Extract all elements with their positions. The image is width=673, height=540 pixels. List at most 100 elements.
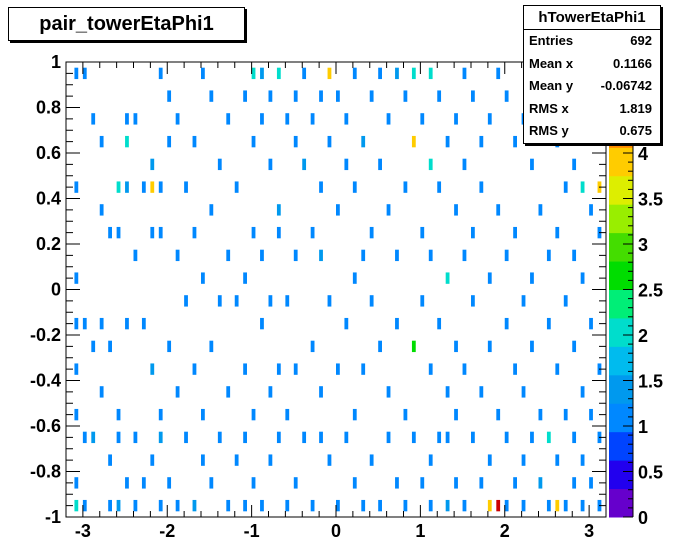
heatmap-cell — [428, 454, 433, 466]
heatmap-cell — [521, 386, 526, 398]
stats-value: 0.1166 — [612, 55, 652, 71]
heatmap-cell — [175, 386, 180, 398]
heatmap-cell — [175, 249, 180, 262]
heatmap-cell — [344, 317, 349, 330]
x-tick-label: 3 — [584, 521, 594, 540]
heatmap-cell — [91, 431, 96, 444]
heatmap-cell — [555, 363, 560, 375]
heatmap-cell — [521, 295, 526, 307]
stats-label: Mean y — [529, 78, 574, 93]
heatmap-cell — [251, 226, 256, 239]
heatmap-cell — [319, 181, 323, 193]
heatmap-cell — [589, 477, 593, 489]
heatmap-cell — [378, 158, 382, 171]
heatmap-cell — [336, 204, 340, 216]
heatmap-cell — [462, 363, 467, 375]
heatmap-cell — [234, 454, 239, 466]
y-tick-label: -0.8 — [30, 462, 61, 482]
heatmap-cell — [513, 135, 517, 148]
heatmap-cell — [251, 67, 256, 80]
heatmap-cell — [521, 454, 526, 466]
heatmap-cell — [234, 181, 239, 193]
heatmap-cell — [555, 226, 560, 239]
heatmap-cell — [116, 408, 121, 421]
z-axis: 00.511.522.533.545 — [623, 53, 663, 528]
y-tick-label: -0.2 — [30, 325, 61, 345]
heatmap-cell — [82, 431, 87, 444]
heatmap-cell — [344, 113, 349, 125]
heatmap-cell — [437, 431, 442, 444]
heatmap-cell — [310, 113, 315, 125]
y-tick-label: 0 — [51, 280, 61, 300]
heatmap-cell — [471, 431, 475, 444]
heatmap-cell — [133, 113, 138, 125]
heatmap-cell — [108, 499, 112, 512]
palette-swatch — [609, 261, 633, 290]
heatmap-cell — [319, 90, 323, 102]
heatmap-cell — [192, 226, 197, 239]
heatmap-cell — [336, 90, 340, 102]
heatmap-cell — [268, 386, 273, 398]
heatmap-cell — [530, 340, 534, 353]
heatmap-cell — [411, 67, 416, 80]
palette-swatch — [609, 232, 633, 262]
heatmap-cell — [504, 90, 509, 102]
heatmap-cell — [310, 499, 315, 512]
heatmap-cell — [580, 499, 585, 512]
heatmap-cell — [521, 499, 526, 512]
y-tick-label: 0.8 — [36, 98, 61, 118]
heatmap-cell — [99, 317, 104, 330]
heatmap-cell — [74, 317, 79, 330]
heatmap-cell — [116, 226, 121, 239]
heatmap-cell — [260, 67, 264, 80]
heatmap-cell — [133, 499, 138, 512]
heatmap-cell — [260, 317, 264, 330]
heatmap-cell — [471, 295, 475, 307]
stats-box: hTowerEtaPhi1 Entries 692 Mean x 0.1166 … — [523, 5, 661, 144]
heatmap-cell — [369, 295, 374, 307]
heatmap-cell — [530, 158, 534, 171]
heatmap-cell — [563, 181, 568, 193]
heatmap-cell — [572, 477, 577, 489]
heatmap-cell — [192, 135, 197, 148]
heatmap-cell — [293, 249, 298, 262]
heatmap-cell — [386, 204, 391, 216]
heatmap-cell — [487, 499, 492, 512]
z-tick-label: 2 — [638, 326, 648, 346]
heatmap-cell — [327, 135, 332, 148]
stats-label: Entries — [529, 33, 574, 48]
heatmap-cell — [420, 295, 425, 307]
y-tick-label: 1 — [51, 52, 61, 72]
heatmap-cell — [217, 431, 222, 444]
heatmap-cell — [91, 340, 96, 353]
heatmap-cell — [538, 408, 543, 421]
heatmap-cell — [141, 477, 146, 489]
heatmap-cell — [276, 431, 281, 444]
z-tick-label: 2.5 — [638, 281, 663, 301]
y-tick-label: -0.6 — [30, 416, 61, 436]
heatmap-cell — [201, 454, 205, 466]
heatmap-cell — [530, 272, 534, 284]
heatmap-cell — [563, 295, 568, 307]
heatmap-cell — [276, 363, 281, 375]
heatmap-cell — [150, 226, 155, 239]
heatmap-cell — [167, 135, 172, 148]
heatmap-cell — [352, 272, 357, 284]
heatmap-cell — [302, 431, 307, 444]
palette-swatch — [609, 346, 633, 376]
heatmap-cell — [99, 135, 104, 148]
heatmap-cell — [445, 386, 450, 398]
heatmap-cell — [327, 67, 332, 80]
heatmap-cell — [268, 295, 273, 307]
heatmap-cell — [74, 363, 79, 375]
z-tick-label: 1.5 — [638, 372, 663, 392]
heatmap-cell — [91, 113, 96, 125]
heatmap-cell — [99, 386, 104, 398]
heatmap-cell — [479, 135, 484, 148]
heatmap-cell — [369, 90, 374, 102]
x-tick-label: 0 — [331, 521, 341, 540]
heatmap-cell — [454, 113, 458, 125]
heatmap-cell — [504, 499, 509, 512]
heatmap-cell — [226, 249, 231, 262]
stats-row-entries: Entries 692 — [524, 30, 660, 53]
